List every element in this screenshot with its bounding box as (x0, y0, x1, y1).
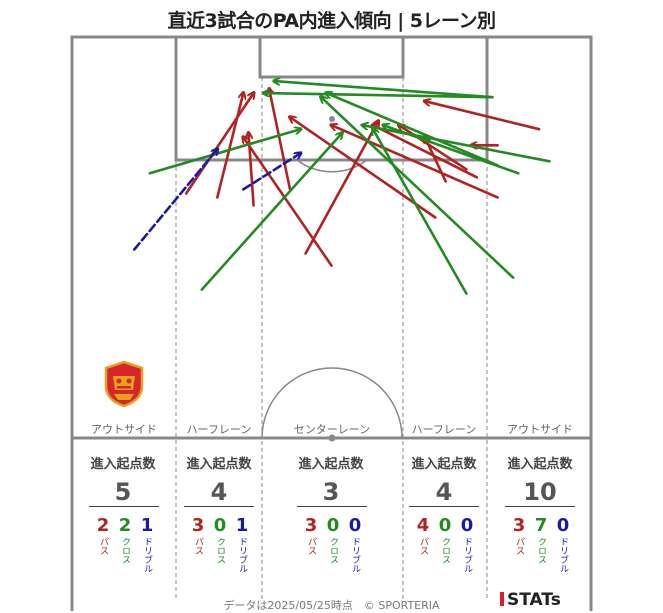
lane-stat-right-outside: 進入起点数 10 (500, 453, 580, 506)
lane-label-left-outside: アウトサイド (91, 423, 157, 436)
breakdown-right-halfspace: 4 パス 0 クロス 0 ドリブル (413, 515, 477, 574)
stat-divider (297, 506, 367, 507)
lane-label-left-halfspace: ハーフレーン (186, 423, 252, 436)
stat-divider (505, 506, 575, 507)
stat-divider (409, 506, 479, 507)
lane-stat-center: 進入起点数 3 (291, 453, 371, 506)
pass-count: 4 パス (416, 515, 430, 556)
center-circle (261, 367, 403, 439)
cross-arrow (200, 133, 342, 291)
entry-count: 3 (322, 478, 340, 506)
center-spot (328, 434, 336, 442)
stat-divider (89, 506, 159, 507)
cross-arrow (321, 97, 515, 279)
entry-count: 4 (435, 478, 453, 506)
dribble-arrow (242, 153, 300, 191)
goal-area (258, 35, 405, 79)
entry-count: 4 (210, 478, 228, 506)
pass-arrow (399, 125, 468, 171)
cross-arrow (373, 129, 468, 295)
cross-count: 7 クロス (534, 515, 548, 565)
pass-arrow (290, 117, 437, 219)
lane-stat-right-halfspace: 進入起点数 4 (404, 453, 484, 506)
dribble-count: 0 ドリブル (348, 515, 362, 574)
cross-arrow (363, 125, 551, 163)
dribble-arrow (133, 149, 217, 251)
pass-arrow (373, 125, 479, 179)
stat-divider (184, 506, 254, 507)
cross-count: 0 クロス (438, 515, 452, 565)
breakdown-right-outside: 3 パス 7 クロス 0 ドリブル (509, 515, 573, 574)
dribble-count: 0 ドリブル (556, 515, 570, 574)
cross-count: 0 クロス (326, 515, 340, 565)
stat-header: 進入起点数 (507, 457, 573, 472)
breakdown-left-outside: 2 パス 2 クロス 1 ドリブル (93, 515, 157, 574)
lane-stat-left-outside: 進入起点数 5 (83, 453, 163, 506)
pass-count: 3 パス (304, 515, 318, 556)
cross-arrow (326, 93, 499, 167)
stat-header: 進入起点数 (411, 457, 477, 472)
breakdown-left-halfspace: 3 パス 0 クロス 1 ドリブル (188, 515, 252, 574)
lane-label-right-outside: アウトサイド (507, 423, 573, 436)
cross-count: 0 クロス (213, 515, 227, 565)
stat-header: 進入起点数 (298, 457, 364, 472)
dribble-count: 0 ドリブル (460, 515, 474, 574)
cross-count: 2 クロス (118, 515, 132, 565)
pass-arrow (216, 93, 243, 199)
pass-count: 3 パス (191, 515, 205, 556)
brand-mark-icon (500, 592, 504, 606)
dribble-count: 1 ドリブル (235, 515, 249, 574)
brand-logo: STATs (500, 590, 561, 610)
entry-count: 10 (523, 478, 557, 506)
breakdown-center: 3 パス 0 クロス 0 ドリブル (301, 515, 365, 574)
chart-title: 直近3試合のPA内進入傾向 | 5レーン別 (167, 10, 496, 32)
pass-arrow (332, 125, 499, 199)
pass-count: 2 パス (96, 515, 110, 556)
cross-arrow (264, 93, 494, 99)
cross-arrow (148, 129, 301, 175)
pass-arrow (243, 137, 333, 267)
lane-label-center: センターレーン (293, 423, 371, 436)
stat-header: 進入起点数 (90, 457, 156, 472)
pass-arrow (269, 89, 292, 191)
lane-stat-left-halfspace: 進入起点数 4 (179, 453, 259, 506)
pass-arrow (304, 121, 379, 255)
entry-count: 5 (114, 478, 132, 506)
team-crest-logo (102, 360, 146, 412)
cross-arrow (274, 81, 494, 99)
footer-credit: データは2025/05/25時点 © SPORTERIA (223, 599, 440, 612)
pass-arrow (184, 93, 253, 195)
penalty-spot (329, 116, 335, 122)
pass-count: 3 パス (512, 515, 526, 556)
lane-label-right-halfspace: ハーフレーン (411, 423, 477, 436)
pass-arrow (425, 101, 541, 131)
dribble-count: 1 ドリブル (140, 515, 154, 574)
stat-header: 進入起点数 (186, 457, 252, 472)
